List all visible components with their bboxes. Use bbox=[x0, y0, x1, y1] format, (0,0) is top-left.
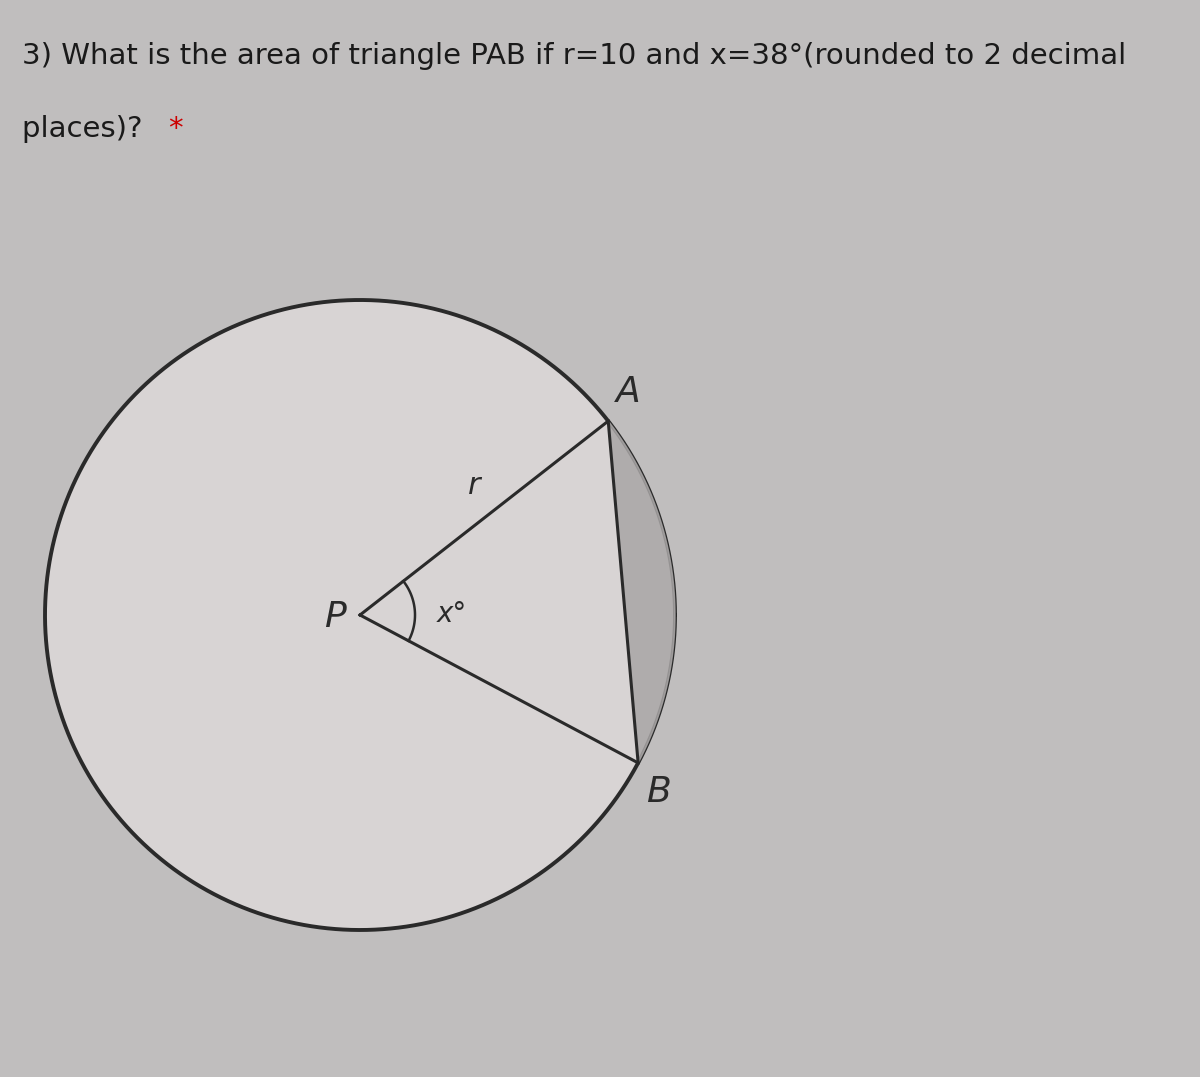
Text: B: B bbox=[646, 774, 671, 809]
Text: P: P bbox=[324, 600, 346, 634]
Text: A: A bbox=[617, 375, 641, 409]
Text: x°: x° bbox=[437, 600, 467, 628]
Polygon shape bbox=[46, 300, 674, 931]
Text: places)?: places)? bbox=[22, 115, 151, 143]
Polygon shape bbox=[608, 421, 674, 763]
Text: 3) What is the area of triangle PAB if r=10 and x=38°(rounded to 2 decimal: 3) What is the area of triangle PAB if r… bbox=[22, 42, 1127, 70]
Text: r: r bbox=[468, 471, 480, 500]
Text: *: * bbox=[168, 115, 182, 143]
